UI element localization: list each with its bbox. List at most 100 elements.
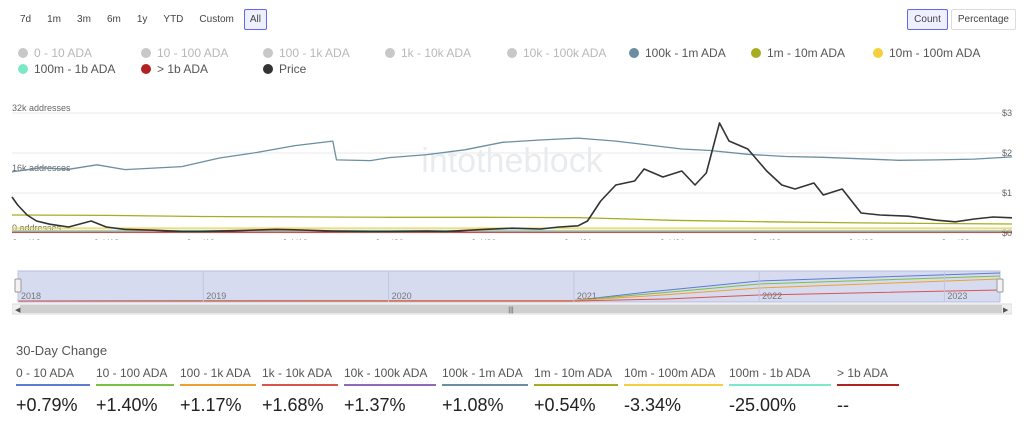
scrollbar-thumb[interactable] [20, 305, 1002, 313]
change-item: > 1b ADA -- [837, 366, 899, 416]
range-button-custom[interactable]: Custom [193, 9, 240, 30]
legend-label: > 1b ADA [157, 62, 209, 76]
legend-dot-icon [263, 64, 273, 74]
legend-label: 1k - 10k ADA [401, 46, 472, 60]
legend-item[interactable]: 100 - 1k ADA [263, 46, 350, 60]
change-item: 100k - 1m ADA +1.08% [442, 366, 528, 416]
legend-item[interactable]: Price [263, 62, 306, 76]
legend-item[interactable]: 100m - 1b ADA [18, 62, 115, 76]
y-right-tick: $2 [1002, 148, 1012, 158]
change-item: 1k - 10k ADA +1.68% [262, 366, 338, 416]
legend-dot-icon [18, 64, 28, 74]
change-item: 100 - 1k ADA +1.17% [180, 366, 256, 416]
legend-dot-icon [385, 48, 395, 58]
change-item: 1m - 10m ADA +0.54% [534, 366, 618, 416]
change-value: +1.40% [96, 395, 158, 415]
range-button-3m[interactable]: 3m [71, 9, 97, 30]
change-label: 1m - 10m ADA [534, 366, 618, 386]
range-button-all[interactable]: All [243, 9, 267, 30]
range-button-7d[interactable]: 7d [14, 9, 38, 30]
change-label: 100 - 1k ADA [180, 366, 256, 386]
mode-button-count[interactable]: Count [907, 9, 948, 30]
legend-label: Price [279, 62, 307, 76]
legend-dot-icon [629, 48, 639, 58]
change-label: 100k - 1m ADA [442, 366, 528, 386]
scroll-right-arrow-icon[interactable]: ▶ [1003, 306, 1009, 314]
legend-label: 0 - 10 ADA [34, 46, 93, 60]
legend-dot-icon [507, 48, 517, 58]
navigator-year-label: 2019 [206, 291, 226, 301]
range-button-ytd[interactable]: YTD [157, 9, 190, 30]
navigator-year-label: 2018 [21, 291, 41, 301]
y-right-tick: $3 [1002, 108, 1012, 118]
change-label: > 1b ADA [837, 366, 899, 386]
legend-label: 100m - 1b ADA [34, 62, 116, 76]
scrollbar-grip-icon: ||| [508, 307, 514, 314]
navigator-year-label: 2021 [577, 291, 597, 301]
change-label: 10k - 100k ADA [344, 366, 436, 386]
change-value: +1.68% [262, 395, 324, 415]
legend-item[interactable]: 10m - 100m ADA [873, 46, 980, 60]
legend-item[interactable]: > 1b ADA [141, 62, 208, 76]
navigator-year-label: 2022 [762, 291, 782, 301]
change-label: 1k - 10k ADA [262, 366, 338, 386]
change-value: +1.08% [442, 395, 504, 415]
legend-label: 10m - 100m ADA [889, 46, 981, 60]
change-item: 10k - 100k ADA +1.37% [344, 366, 436, 416]
legend-item[interactable]: 100k - 1m ADA [629, 46, 726, 60]
mode-toggle: Count Percentage [907, 9, 1016, 30]
change-list: 0 - 10 ADA +0.79% 10 - 100 ADA +1.40% 100 - … [16, 366, 905, 416]
navigator-year-label: 2020 [392, 291, 412, 301]
y-right-tick: $1 [1002, 188, 1012, 198]
watermark: intotheblock [421, 142, 603, 180]
change-value: -25.00% [729, 395, 797, 415]
y-left-tick: 32k addresses [12, 103, 71, 113]
x-tick: Jul '21 [660, 238, 686, 240]
x-tick: Jul '22 [848, 238, 874, 240]
legend-item[interactable]: 10k - 100k ADA [507, 46, 606, 60]
navigator-handle-left[interactable] [14, 278, 22, 293]
change-item: 10 - 100 ADA +1.40% [96, 366, 174, 416]
legend-dot-icon [751, 48, 761, 58]
legend-dot-icon [263, 48, 273, 58]
legend-item[interactable]: 1m - 10m ADA [751, 46, 845, 60]
x-tick: Jul '19 [282, 238, 308, 240]
scroll-left-arrow-icon[interactable]: ◀ [15, 306, 21, 314]
x-tick: Jan '22 [752, 238, 781, 240]
legend-item[interactable]: 1k - 10k ADA [385, 46, 471, 60]
range-button-6m[interactable]: 6m [100, 9, 127, 30]
change-label: 10 - 100 ADA [96, 366, 174, 386]
range-navigator[interactable]: 2018 2019 2020 2021 2022 2023 ||| ◀ ▶ [12, 270, 1012, 318]
x-tick: Jan '19 [186, 238, 215, 240]
legend-label: 100 - 1k ADA [279, 46, 350, 60]
legend-item[interactable]: 0 - 10 ADA [18, 46, 92, 60]
navigator-handle-right[interactable] [996, 278, 1004, 293]
series-line-100k-1m-ada [11, 137, 1013, 173]
navigator-selection [17, 270, 1001, 303]
legend-label: 10k - 100k ADA [523, 46, 607, 60]
series-line-price [11, 122, 1013, 233]
change-section-title: 30-Day Change [16, 343, 108, 358]
legend-item[interactable]: 10 - 100 ADA [141, 46, 228, 60]
change-item: 10m - 100m ADA -3.34% [624, 366, 723, 416]
change-value: +1.37% [344, 395, 406, 415]
legend-dot-icon [141, 48, 151, 58]
change-label: 100m - 1b ADA [729, 366, 831, 386]
x-tick: Jan '18 [12, 238, 41, 240]
range-button-1y[interactable]: 1y [130, 9, 154, 30]
x-tick: Jul '20 [471, 238, 497, 240]
change-item: 0 - 10 ADA +0.79% [16, 366, 90, 416]
range-selector: 7d 1m 3m 6m 1y YTD Custom All [14, 9, 267, 30]
legend-label: 1m - 10m ADA [767, 46, 846, 60]
change-label: 10m - 100m ADA [624, 366, 723, 386]
legend-label: 100k - 1m ADA [645, 46, 726, 60]
range-button-1m[interactable]: 1m [41, 9, 68, 30]
y-right-tick: $0 [1002, 228, 1012, 238]
change-value: -- [837, 395, 849, 415]
legend-label: 10 - 100 ADA [157, 46, 229, 60]
mode-button-percentage[interactable]: Percentage [950, 9, 1016, 30]
x-tick: Jan '23 [941, 238, 970, 240]
change-label: 0 - 10 ADA [16, 366, 90, 386]
x-tick: Jan '21 [564, 238, 593, 240]
